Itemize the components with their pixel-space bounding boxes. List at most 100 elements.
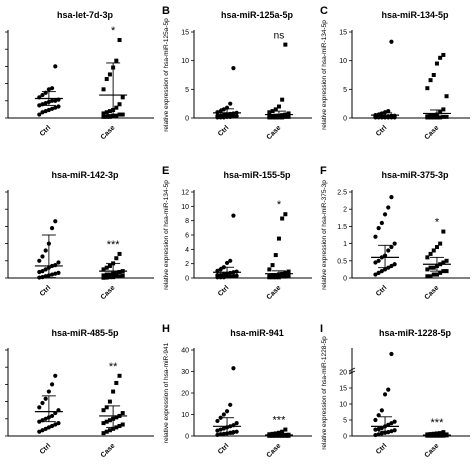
panel-6-ctrl-point [373, 272, 378, 277]
panel-9-ctrl-point [392, 419, 397, 424]
panel-3-case-point [434, 115, 439, 120]
panel-3-case-point [434, 61, 439, 66]
panel-6-y-tick-label: 1 [343, 241, 347, 248]
panel-6-title: hsa-miR-375-3p [381, 170, 449, 180]
panel-8-case-point [283, 427, 288, 432]
panel-7-case-point [107, 418, 112, 423]
panel-3-case-point [431, 73, 436, 77]
panel-5-ctrl-point [221, 272, 226, 277]
panel-2-case-point [267, 114, 272, 119]
panel-2-case-point [286, 114, 291, 119]
panel-1-ctrl-point [56, 104, 61, 109]
panel-4-ctrl-point [53, 219, 58, 224]
panel-7-ctrl-point [37, 429, 42, 434]
panel-1-case-point [111, 113, 116, 118]
panel-3-ctrl-point [386, 109, 391, 114]
panel-1-case-point [114, 58, 119, 63]
panel-6-letter: F [320, 165, 327, 177]
panel-1-significance: * [111, 25, 116, 37]
panel-9-ctrl-point [382, 430, 388, 435]
panel-7-title: hsa-miR-485-5p [51, 328, 119, 338]
panel-2-letter: B [162, 5, 170, 17]
panel-3-ylabel: relative expression of hsa-miR-134-5p [321, 20, 328, 130]
panel-2-y-tick-label: 0 [185, 116, 189, 123]
panel-6-ctrl-point [386, 205, 391, 210]
panel-6-y-tick-label: 0.5 [337, 258, 347, 265]
panel-2-y-tick-label: 15 [181, 30, 189, 37]
panel-4-title: hsa-miR-142-3p [51, 170, 119, 180]
panel-6-case-point [431, 265, 436, 270]
panel-3-ctrl-point [389, 39, 394, 44]
panel-5-x-tick-label: Ctrl [217, 284, 231, 298]
panel-7-ctrl-point [37, 405, 42, 410]
panel-6-y-tick-label: 2 [343, 207, 347, 214]
panel-6-case-point [444, 269, 449, 274]
panel-2-ctrl-point [218, 109, 223, 114]
panel-7-ctrl-point [43, 426, 48, 431]
panel-7-ctrl-point [40, 428, 45, 433]
panel-7-case-point [111, 426, 116, 431]
panel-4-ctrl-point [37, 269, 42, 275]
panel-5-case-point [273, 275, 278, 280]
panel-1-case-point [117, 102, 122, 107]
panel-8-ctrl-point [215, 428, 220, 433]
panel-3-case-point [444, 114, 449, 119]
panel-3-x-tick-label: Ctrl [375, 124, 389, 138]
panel-7-case-point [101, 421, 106, 426]
panel-5-y-tick-label: 2 [185, 261, 189, 268]
panel-1-case-point [101, 111, 106, 116]
panel-7-significance: ** [109, 361, 118, 373]
panel-6-case-point [441, 229, 446, 234]
panel-6-case-point [428, 251, 433, 256]
panel-2-ctrl-point [215, 113, 220, 118]
panel-5-case-point [286, 269, 291, 274]
panel-9-title: hsa-miR-1228-5p [379, 328, 452, 338]
panel-4-case-point [114, 270, 119, 275]
panel-5-ctrl-point [218, 267, 223, 272]
panel-9-significance: *** [431, 417, 445, 429]
panel-6-ctrl-point [392, 262, 397, 267]
panel-3-y-tick-label: 10 [339, 58, 347, 65]
panel-1-case-point [107, 114, 112, 119]
panel-8-y-tick-label: 20 [181, 391, 189, 398]
panel-4-case-point [104, 272, 109, 277]
panel-9-ylabel: relative expression of hsa-miR-1228-5p [321, 336, 328, 450]
panel-6-case-point [438, 241, 443, 246]
panel-2-case-point [273, 107, 278, 112]
panel-5-ylabel: relative expression of hsa-miR-134-5p [163, 180, 170, 290]
panel-1-case-point [107, 109, 112, 114]
panel-4-case-point [104, 275, 109, 280]
panel-5-letter: E [162, 165, 169, 177]
panel-5-case-point [270, 273, 275, 278]
panel-8-y-tick-label: 40 [181, 348, 189, 355]
panel-6-x-tick-label: Case [424, 284, 441, 301]
panel-6-case-point [431, 248, 436, 253]
panel-5-y-tick-label: 4 [185, 247, 189, 254]
panel-5-case-point [270, 263, 275, 268]
panel-9-ctrl-point [392, 428, 397, 433]
panel-7-ctrl-point [53, 373, 58, 378]
panel-4-significance: *** [107, 239, 121, 251]
panel-5-case-point [280, 216, 285, 221]
panel-6-ctrl-point [373, 260, 378, 265]
panel-4-ctrl-point [53, 271, 58, 276]
panel-7-case-point [117, 423, 122, 428]
panel-4-case-point [117, 269, 122, 274]
panel-5-y-tick-label: 10 [181, 204, 189, 211]
panel-4-ctrl-point [49, 272, 55, 277]
panel-5-ctrl-point [224, 260, 230, 266]
panel-6-ctrl-point [376, 270, 381, 275]
panel-9-ctrl-point [386, 387, 391, 392]
panel-1-case-point [114, 105, 119, 110]
panel-6-case-point [428, 274, 433, 279]
panel-4-case-point [114, 274, 119, 279]
panel-9-y-tick-label: 15 [339, 386, 347, 393]
panel-5-ctrl-point [215, 273, 220, 278]
panel-9-case-point [434, 431, 439, 436]
panel-9-ctrl-point [389, 421, 394, 426]
panel-2-significance: ns [274, 31, 285, 42]
panel-7-case-point [114, 380, 119, 385]
panel-7-ctrl-point [37, 419, 42, 424]
panel-7-case-point [120, 411, 125, 416]
panel-6-ctrl-point [382, 212, 388, 217]
